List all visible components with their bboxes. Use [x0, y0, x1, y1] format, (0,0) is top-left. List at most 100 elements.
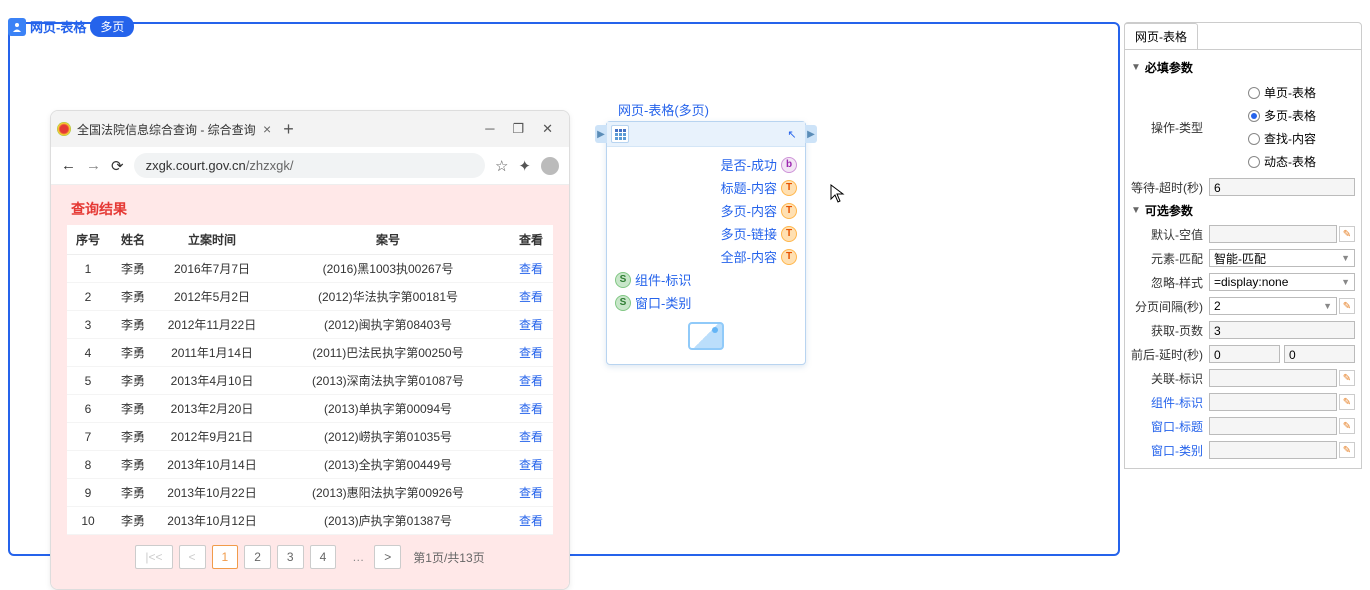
- table-row: 6 李勇 2013年2月20日 (2013)单执字第00094号 查看: [67, 395, 553, 423]
- panel-tab[interactable]: 网页-表格: [1124, 23, 1198, 49]
- page-number-button[interactable]: 4: [310, 545, 337, 569]
- ignore-style-select[interactable]: =display:none▼: [1209, 273, 1355, 291]
- input-port-icon[interactable]: ▶: [595, 125, 607, 143]
- cell-case: (2012)崂执字第01035号: [267, 423, 509, 451]
- node-output-port[interactable]: 多页-内容T: [615, 199, 797, 222]
- tab-close-icon[interactable]: ×: [263, 121, 271, 137]
- node-output-port[interactable]: 标题-内容T: [615, 176, 797, 199]
- window-minimize-button[interactable]: ─: [485, 121, 494, 137]
- view-link[interactable]: 查看: [519, 290, 543, 304]
- view-link[interactable]: 查看: [519, 262, 543, 276]
- star-icon[interactable]: ☆: [495, 157, 508, 175]
- type-badge-icon: b: [781, 157, 797, 173]
- page-interval-select[interactable]: 2▼: [1209, 297, 1337, 315]
- new-tab-button[interactable]: +: [283, 119, 294, 140]
- profile-avatar-icon[interactable]: [541, 157, 559, 175]
- view-link[interactable]: 查看: [519, 458, 543, 472]
- delay-after-input[interactable]: 0: [1284, 345, 1355, 363]
- node-output-port[interactable]: 全部-内容T: [615, 245, 797, 268]
- cell-case: (2016)黑1003执00267号: [267, 255, 509, 283]
- cell-date: 2012年11月22日: [157, 311, 267, 339]
- wait-input[interactable]: 6: [1209, 178, 1355, 196]
- win-title-input[interactable]: [1209, 417, 1337, 435]
- default-empty-input[interactable]: [1209, 225, 1337, 243]
- reload-button[interactable]: ⟳: [111, 157, 124, 175]
- window-maximize-button[interactable]: ❐: [512, 121, 524, 137]
- table-row: 8 李勇 2013年10月14日 (2013)全执字第00449号 查看: [67, 451, 553, 479]
- type-badge-icon: T: [781, 180, 797, 196]
- view-link[interactable]: 查看: [519, 374, 543, 388]
- page-number-button[interactable]: 1: [212, 545, 239, 569]
- url-host: zxgk.court.gov.cn: [146, 158, 246, 173]
- optional-section-header[interactable]: ▼可选参数: [1131, 199, 1355, 222]
- edit-icon[interactable]: ✎: [1339, 418, 1355, 434]
- radio-option[interactable]: 单页-表格: [1248, 82, 1316, 103]
- workflow-node[interactable]: 网页-表格(多页) ▶ ↖ ▶ 是否-成功b标题-内容T多页-内容T多页-链接T…: [606, 100, 806, 365]
- view-link[interactable]: 查看: [519, 346, 543, 360]
- cell-date: 2012年5月2日: [157, 283, 267, 311]
- view-link[interactable]: 查看: [519, 486, 543, 500]
- image-placeholder-icon: [615, 314, 797, 358]
- table-row: 9 李勇 2013年10月22日 (2013)惠阳法执字第00926号 查看: [67, 479, 553, 507]
- page-number-button[interactable]: 2: [244, 545, 271, 569]
- favicon-icon: [57, 122, 71, 136]
- window-close-button[interactable]: ✕: [542, 121, 553, 137]
- cell-name: 李勇: [109, 423, 157, 451]
- win-class-label[interactable]: 窗口-类别: [1131, 442, 1203, 459]
- view-link[interactable]: 查看: [519, 430, 543, 444]
- node-header[interactable]: ▶ ↖ ▶: [607, 122, 805, 147]
- radio-option[interactable]: 动态-表格: [1248, 151, 1316, 172]
- delay-before-input[interactable]: 0: [1209, 345, 1280, 363]
- result-table: 序号 姓名 立案时间 案号 查看 1 李勇 2016年7月7日 (2016)黑1…: [67, 225, 553, 535]
- required-section-header[interactable]: ▼必填参数: [1131, 56, 1355, 79]
- radio-option[interactable]: 查找-内容: [1248, 128, 1316, 149]
- mouse-cursor-icon: [830, 184, 846, 209]
- cell-date: 2011年1月14日: [157, 339, 267, 367]
- view-link[interactable]: 查看: [519, 514, 543, 528]
- forward-button[interactable]: →: [86, 157, 101, 174]
- get-pages-input[interactable]: 3: [1209, 321, 1355, 339]
- cell-view: 查看: [509, 451, 553, 479]
- node-output-port[interactable]: 多页-链接T: [615, 222, 797, 245]
- output-port-icon[interactable]: ▶: [805, 125, 817, 143]
- page-prev-button[interactable]: <: [179, 545, 206, 569]
- rel-id-input[interactable]: [1209, 369, 1337, 387]
- edit-icon[interactable]: ✎: [1339, 370, 1355, 386]
- page-next-button[interactable]: >: [374, 545, 401, 569]
- comp-id-input[interactable]: [1209, 393, 1337, 411]
- view-link[interactable]: 查看: [519, 402, 543, 416]
- cell-date: 2012年9月21日: [157, 423, 267, 451]
- node-mode-pill: 多页: [90, 16, 134, 37]
- delay-label: 前后-延时(秒): [1131, 346, 1203, 363]
- op-type-label: 操作-类型: [1131, 119, 1203, 136]
- node-input-port[interactable]: S组件-标识: [615, 268, 797, 291]
- page-first-button[interactable]: |<<: [135, 545, 172, 569]
- edit-icon[interactable]: ✎: [1339, 442, 1355, 458]
- cell-view: 查看: [509, 423, 553, 451]
- result-heading: 查询结果: [67, 199, 553, 219]
- url-input[interactable]: zxgk.court.gov.cn/zhzxgk/: [134, 153, 485, 178]
- cell-case: (2012)华法执字第00181号: [267, 283, 509, 311]
- comp-id-label[interactable]: 组件-标识: [1131, 394, 1203, 411]
- win-class-input[interactable]: [1209, 441, 1337, 459]
- th-date: 立案时间: [157, 225, 267, 255]
- edit-icon[interactable]: ✎: [1339, 394, 1355, 410]
- page-body: 查询结果 序号 姓名 立案时间 案号 查看 1 李勇 2016年7月7日 (20…: [51, 185, 569, 589]
- cursor-icon: ↖: [783, 125, 801, 143]
- node-input-port[interactable]: S窗口-类别: [615, 291, 797, 314]
- view-link[interactable]: 查看: [519, 318, 543, 332]
- port-label: 是否-成功: [721, 155, 777, 174]
- table-icon: [611, 125, 629, 143]
- win-title-label[interactable]: 窗口-标题: [1131, 418, 1203, 435]
- edit-icon[interactable]: ✎: [1339, 226, 1355, 242]
- cell-date: 2013年4月10日: [157, 367, 267, 395]
- edit-icon[interactable]: ✎: [1339, 298, 1355, 314]
- node-output-port[interactable]: 是否-成功b: [615, 153, 797, 176]
- table-row: 4 李勇 2011年1月14日 (2011)巴法民执字第00250号 查看: [67, 339, 553, 367]
- radio-option[interactable]: 多页-表格: [1248, 105, 1316, 126]
- elem-match-select[interactable]: 智能-匹配▼: [1209, 249, 1355, 267]
- radio-label: 单页-表格: [1264, 84, 1316, 101]
- extension-icon[interactable]: ✦: [518, 157, 531, 175]
- page-number-button[interactable]: 3: [277, 545, 304, 569]
- back-button[interactable]: ←: [61, 157, 76, 174]
